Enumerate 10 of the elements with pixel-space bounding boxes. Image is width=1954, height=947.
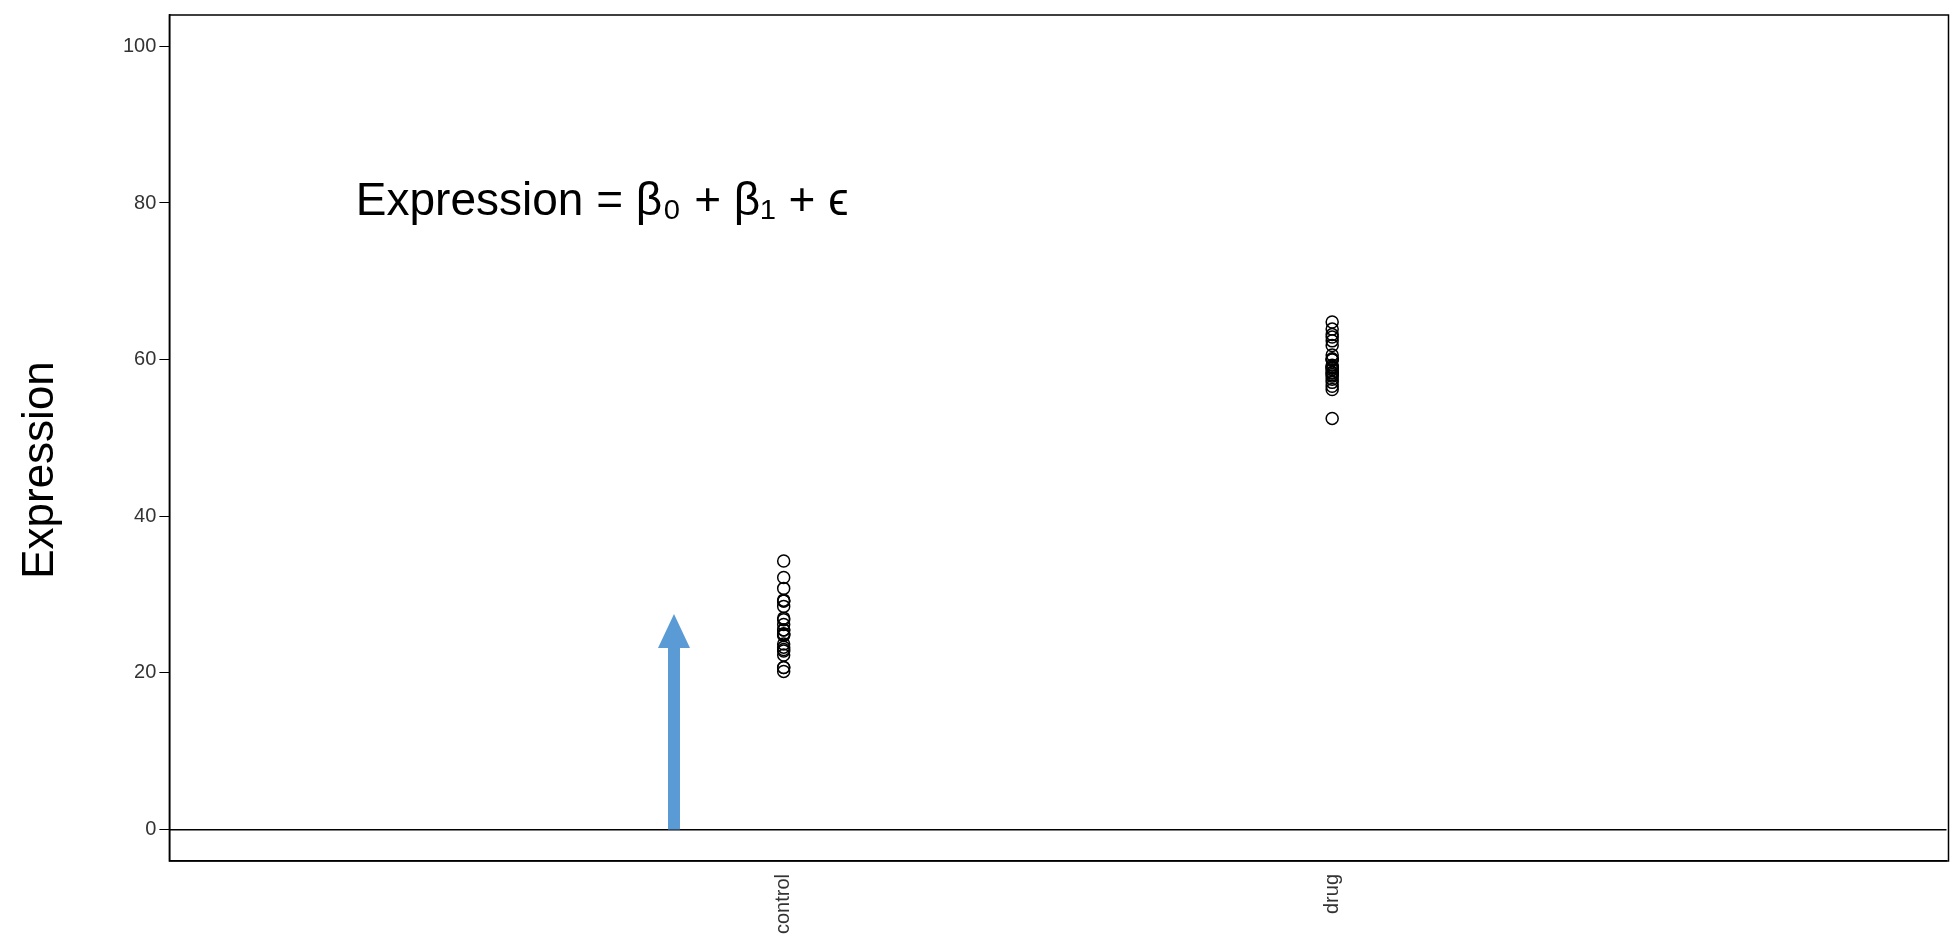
- annotation: Expression = β₀ + β₁ + ϵ: [355, 171, 849, 226]
- x-tick-label: control: [771, 873, 794, 934]
- y-tick-label: 20: [134, 660, 157, 683]
- y-tick-label: 80: [134, 190, 157, 213]
- y-tick-label: 100: [122, 33, 157, 56]
- y-tick-label: 0: [145, 817, 157, 840]
- y-tick-label: 40: [134, 503, 157, 526]
- y-axis-title: Expression: [13, 361, 63, 579]
- y-tick-label: 60: [134, 347, 157, 370]
- x-tick-label: drug: [1319, 873, 1342, 914]
